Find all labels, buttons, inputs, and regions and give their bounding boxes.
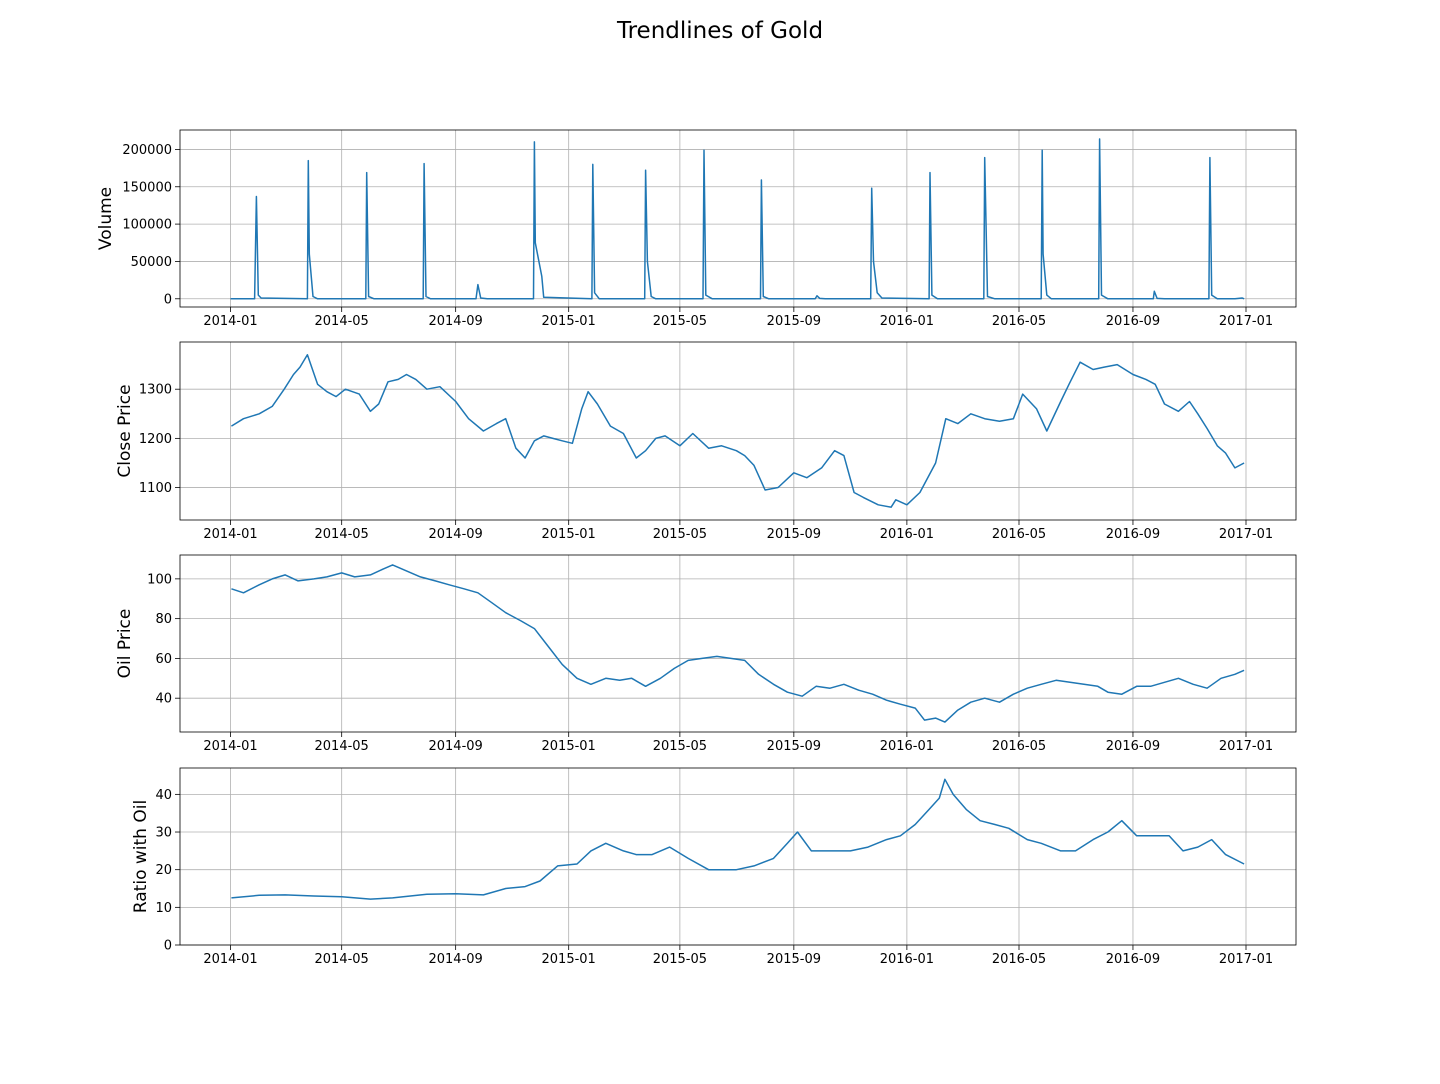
x-tick-label: 2015-05 xyxy=(653,527,707,542)
x-tick-label: 2016-05 xyxy=(992,952,1046,967)
series-line xyxy=(230,138,1245,300)
x-tick-label: 2016-09 xyxy=(1106,314,1160,329)
y-axis-label: Ratio with Oil xyxy=(131,800,151,913)
y-tick-label: 80 xyxy=(155,612,172,627)
y-tick-label: 0 xyxy=(164,939,172,954)
figure-title: Trendlines of Gold xyxy=(616,18,824,44)
y-tick-label: 0 xyxy=(164,292,172,307)
x-tick-label: 2016-01 xyxy=(880,314,934,329)
subplot-1: 2014-01 2014-05 2014-09 2015-01 2015-05 2015-… xyxy=(96,129,1297,329)
x-tick-label: 2014-09 xyxy=(428,739,482,754)
subplot-2: 2014-01 2014-05 2014-09 2015-01 2015-05 2015-… xyxy=(115,341,1297,542)
y-axis-label: Close Price xyxy=(115,384,135,477)
x-tick-label: 2015-01 xyxy=(542,739,596,754)
x-tick-label: 2014-05 xyxy=(315,952,369,967)
x-tick-label: 2015-05 xyxy=(653,952,707,967)
y-tick-label: 60 xyxy=(155,652,172,667)
y-axis-label: Volume xyxy=(96,187,116,250)
x-tick-label: 2015-09 xyxy=(767,527,821,542)
x-tick-label: 2014-05 xyxy=(315,527,369,542)
x-tick-label: 2014-01 xyxy=(203,952,257,967)
axes-frame xyxy=(179,341,1297,521)
x-tick-label: 2016-05 xyxy=(992,527,1046,542)
y-tick-label: 10 xyxy=(155,901,172,916)
x-tick-label: 2015-05 xyxy=(653,739,707,754)
y-tick-label: 1200 xyxy=(139,432,172,447)
subplot-3: 2014-01 2014-05 2014-09 2015-01 2015-05 2015-… xyxy=(115,554,1297,754)
x-tick-label: 2014-09 xyxy=(428,314,482,329)
x-tick-label: 2017-01 xyxy=(1219,739,1273,754)
x-tick-label: 2015-09 xyxy=(767,739,821,754)
x-tick-label: 2015-09 xyxy=(767,952,821,967)
subplot-4: 2014-01 2014-05 2014-09 2015-01 2015-05 2015-… xyxy=(131,767,1297,967)
x-tick-label: 2015-01 xyxy=(542,314,596,329)
y-tick-label: 50000 xyxy=(131,255,172,270)
series-line xyxy=(231,778,1245,900)
y-tick-label: 1100 xyxy=(139,481,172,496)
x-tick-label: 2016-01 xyxy=(880,739,934,754)
x-tick-label: 2014-01 xyxy=(203,527,257,542)
x-tick-label: 2016-09 xyxy=(1106,952,1160,967)
x-tick-label: 2017-01 xyxy=(1219,527,1273,542)
x-tick-label: 2017-01 xyxy=(1219,952,1273,967)
y-tick-label: 200000 xyxy=(122,143,172,158)
y-tick-label: 150000 xyxy=(122,180,172,195)
series-line xyxy=(231,354,1245,508)
x-tick-label: 2015-05 xyxy=(653,314,707,329)
axes-frame xyxy=(179,554,1297,733)
y-tick-label: 100000 xyxy=(122,218,172,233)
x-tick-label: 2014-05 xyxy=(315,314,369,329)
y-tick-label: 100 xyxy=(147,572,172,587)
x-tick-label: 2015-09 xyxy=(767,314,821,329)
x-tick-label: 2014-01 xyxy=(203,314,257,329)
x-tick-label: 2017-01 xyxy=(1219,314,1273,329)
x-tick-label: 2016-05 xyxy=(992,314,1046,329)
x-tick-label: 2016-01 xyxy=(880,527,934,542)
axes-frame xyxy=(179,767,1297,946)
y-tick-label: 40 xyxy=(155,788,172,803)
axes-frame xyxy=(179,129,1297,308)
y-tick-label: 1300 xyxy=(139,383,172,398)
x-tick-label: 2014-01 xyxy=(203,739,257,754)
x-tick-label: 2016-09 xyxy=(1106,527,1160,542)
y-tick-label: 30 xyxy=(155,826,172,841)
x-tick-label: 2014-05 xyxy=(315,739,369,754)
x-tick-label: 2015-01 xyxy=(542,527,596,542)
y-axis-label: Oil Price xyxy=(115,609,135,679)
x-tick-label: 2015-01 xyxy=(542,952,596,967)
y-tick-label: 40 xyxy=(155,692,172,707)
x-tick-label: 2014-09 xyxy=(428,952,482,967)
x-tick-label: 2014-09 xyxy=(428,527,482,542)
y-tick-label: 20 xyxy=(155,863,172,878)
x-tick-label: 2016-01 xyxy=(880,952,934,967)
x-tick-label: 2016-09 xyxy=(1106,739,1160,754)
series-line xyxy=(231,564,1245,723)
x-tick-label: 2016-05 xyxy=(992,739,1046,754)
